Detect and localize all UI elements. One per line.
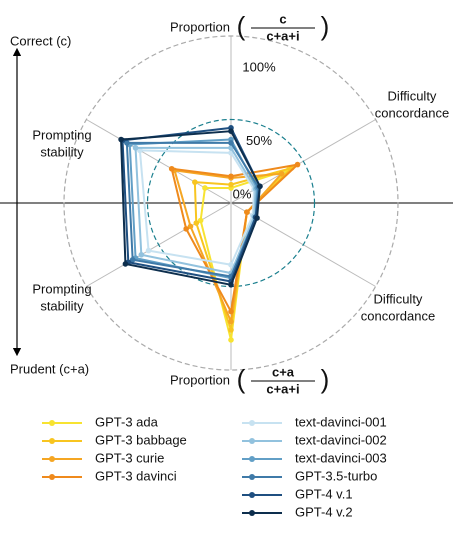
fraction-numerator: c+a <box>272 364 295 379</box>
axis-label: concordance <box>361 308 435 323</box>
legend-marker <box>249 420 255 426</box>
legend-label: GPT-3 davinci <box>95 468 177 483</box>
legend-label: text-davinci-001 <box>295 414 387 429</box>
series-point <box>228 128 234 134</box>
series-point <box>228 327 234 333</box>
legend-label: GPT-3 babbage <box>95 432 187 447</box>
legend-marker <box>49 456 55 462</box>
series-point <box>187 223 194 230</box>
axis-label: stability <box>40 144 84 159</box>
legend-label: GPT-3 curie <box>95 450 164 465</box>
legend-label: GPT-3.5-turbo <box>295 468 377 483</box>
series-point <box>228 140 234 146</box>
series-point <box>228 318 234 325</box>
series-point <box>228 181 234 188</box>
fraction-numerator: c <box>279 11 286 26</box>
legend-marker <box>249 492 255 498</box>
series-point <box>132 145 139 151</box>
paren: ( <box>237 364 246 394</box>
r-tick-label: 0% <box>233 186 252 201</box>
legend-marker <box>249 456 255 462</box>
axis-label: Difficulty <box>374 291 423 306</box>
series-point <box>124 140 130 146</box>
axis-label: Difficulty <box>388 88 437 103</box>
series-point <box>228 282 234 288</box>
series-point <box>228 173 234 180</box>
series-point <box>168 165 175 172</box>
series-point <box>193 220 200 226</box>
series-point <box>228 337 234 343</box>
series-point <box>257 183 263 190</box>
series-point <box>228 308 234 315</box>
series-point <box>138 251 145 258</box>
y-axis-top-label: Correct (c) <box>10 33 71 48</box>
legend-marker <box>249 474 255 480</box>
series-point <box>254 215 260 221</box>
axis-label: Proportion <box>170 19 230 34</box>
legend-label: GPT-4 v.2 <box>295 504 353 519</box>
fraction-denominator: c+a+i <box>266 28 299 43</box>
legend-marker <box>49 438 55 444</box>
paren: ) <box>321 11 330 41</box>
fraction-denominator: c+a+i <box>266 381 299 396</box>
series-point <box>145 247 152 254</box>
series-point <box>278 170 285 177</box>
legend-label: GPT-3 ada <box>95 414 159 429</box>
series-point <box>137 147 143 154</box>
legend-marker <box>49 420 55 426</box>
series-point <box>197 217 204 224</box>
series-point <box>122 261 129 267</box>
axis-label: Prompting <box>32 127 91 142</box>
axis-label: Proportion <box>170 372 230 387</box>
ring <box>63 35 399 371</box>
series-point <box>228 261 234 268</box>
series-point <box>192 179 198 185</box>
r-tick-label: 50% <box>246 133 272 148</box>
series-point <box>118 136 124 143</box>
paren: ) <box>321 364 330 394</box>
axis-label: Prompting <box>32 281 91 296</box>
series-point <box>183 226 189 232</box>
r-tick-label: 100% <box>242 59 276 74</box>
series-point <box>202 185 208 191</box>
legend-label: text-davinci-002 <box>295 432 387 447</box>
series-point <box>244 209 250 215</box>
paren: ( <box>237 11 246 41</box>
axis-label: concordance <box>375 105 449 120</box>
legend-label: GPT-4 v.1 <box>295 486 353 501</box>
y-axis-bottom-label: Prudent (c+a) <box>10 361 89 376</box>
legend-marker <box>249 510 255 516</box>
legend-label: text-davinci-003 <box>295 450 387 465</box>
legend-marker <box>49 474 55 480</box>
axis-label: stability <box>40 298 84 313</box>
legend-marker <box>249 438 255 444</box>
series-point <box>294 161 301 168</box>
series-point <box>129 256 136 263</box>
